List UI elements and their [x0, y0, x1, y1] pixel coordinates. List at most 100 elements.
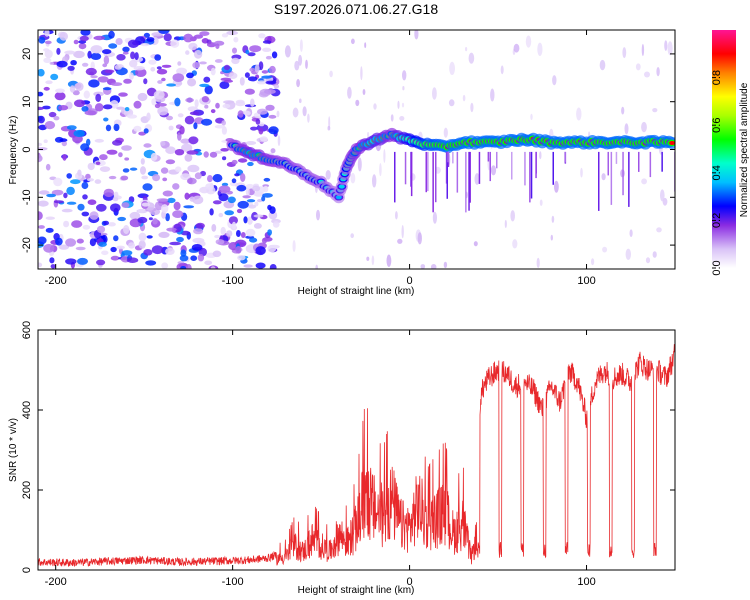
spectrogram-noise-cell	[50, 264, 56, 269]
spectrogram-noise-cell	[66, 173, 72, 179]
spectrogram-noise-cell	[250, 126, 258, 131]
colorbar-tick-label: 0.2	[711, 213, 723, 228]
spectrogram-noise-cell	[156, 68, 168, 75]
spectrogram-streak	[432, 151, 434, 213]
spectrogram-noise-cell	[137, 208, 145, 213]
spectrogram-faint-cell	[530, 113, 533, 120]
spectrogram-faint-cell	[360, 66, 363, 81]
figure-title: S197.2026.071.06.27.G18	[274, 1, 438, 17]
spectrogram-faint-cell	[629, 229, 633, 237]
spectrogram-noise-cell	[76, 238, 84, 244]
spectrogram-faint-cell	[660, 189, 665, 202]
spectrogram-noise-cell	[140, 43, 150, 47]
spectrogram-noise-cell	[105, 124, 112, 132]
spectrogram-noise-cell	[169, 241, 182, 246]
spectrogram-noise-cell	[253, 223, 262, 229]
y-tick-label: 0	[21, 146, 33, 152]
spectrogram-streak	[465, 151, 467, 213]
spectrogram-faint-cell	[591, 258, 595, 266]
spectrogram-noise-cell	[227, 196, 236, 204]
spectrogram-noise-cell	[140, 166, 146, 175]
spectrogram-noise-cell	[116, 54, 126, 61]
spectrogram-noise-cell	[237, 200, 249, 209]
spectrogram-faint-cell	[379, 163, 382, 177]
spectrogram-noise-cell	[192, 61, 201, 69]
spectrogram-noise-cell	[180, 173, 191, 181]
spectrogram-noise-cell	[112, 197, 119, 202]
spectrogram-noise-cell	[158, 30, 170, 34]
spectrogram-noise-cell	[70, 179, 81, 185]
spectrogram-noise-cell	[176, 67, 188, 76]
spectrogram-noise-cell	[143, 143, 152, 148]
spectrogram-streak	[452, 151, 454, 164]
spectrogram-noise-cell	[110, 203, 121, 212]
spectrogram-noise-cell	[177, 113, 184, 118]
spectrogram-faint-cell	[298, 54, 303, 66]
spectrogram-faint-cell	[473, 241, 478, 247]
spectrogram-noise-cell	[73, 129, 85, 138]
spectrogram-noise-cell	[99, 232, 108, 236]
spectrogram-faint-cell	[367, 132, 370, 138]
spectrogram-noise-cell	[195, 222, 205, 229]
spectrogram-noise-cell	[261, 237, 268, 244]
spectrogram-noise-cell	[245, 187, 250, 196]
spectrogram-noise-cell	[265, 55, 272, 60]
colorbar-tick-label: 0.0	[711, 260, 723, 275]
spectrogram-x-label: Height of straight line (km)	[298, 286, 415, 297]
spectrogram-noise-cell	[193, 49, 203, 59]
spectrogram-noise-cell	[38, 211, 43, 221]
spectrogram-faint-cell	[641, 121, 647, 133]
spectrogram-noise-cell	[176, 236, 184, 243]
spectrogram-faint-cell	[350, 233, 355, 239]
spectrogram-faint-cell	[355, 99, 360, 107]
spectrogram-noise-cell	[258, 33, 266, 39]
spectrogram-streak	[530, 151, 533, 199]
spectrogram-noise-cell	[104, 69, 115, 74]
spectrogram-noise-cell	[74, 99, 86, 108]
spectrogram-noise-cell	[78, 43, 87, 50]
spectrogram-noise-cell	[236, 184, 247, 192]
spectrogram-faint-cell	[316, 209, 320, 221]
spectrogram-noise-cell	[160, 167, 169, 174]
spectrogram-noise-cell	[219, 81, 230, 89]
spectrogram-noise-cell	[66, 186, 75, 196]
snr-y-ticks: 0 200 400 600	[21, 321, 675, 573]
spectrogram-noise-cell	[112, 139, 123, 146]
snr-marks	[38, 344, 675, 567]
spectrogram-noise-cell	[140, 158, 145, 165]
spectrogram-noise-cell	[172, 183, 180, 190]
spectrogram-streak	[425, 151, 427, 193]
spectrogram-noise-cell	[106, 149, 118, 155]
spectrogram-noise-cell	[271, 51, 278, 59]
spectrogram-faint-cell	[315, 264, 318, 269]
spectrogram-noise-cell	[121, 145, 132, 151]
spectrogram-noise-cell	[88, 79, 100, 88]
spectrogram-noise-cell	[247, 52, 256, 57]
spectrogram-noise-cell	[75, 246, 86, 251]
spectrogram-noise-cell	[215, 102, 220, 109]
spectrogram-faint-cell	[554, 180, 559, 193]
spectrogram-noise-cell	[90, 75, 98, 79]
spectrogram-noise-cell	[143, 32, 150, 38]
spectrogram-noise-cell	[197, 254, 205, 262]
spectrogram-faint-cell	[664, 40, 668, 51]
spectrogram-streak	[468, 151, 470, 211]
spectrogram-noise-cell	[189, 111, 200, 116]
spectrogram-noise-cell	[129, 59, 138, 68]
spectrogram-noise-cell	[95, 161, 101, 165]
spectrogram-faint-cell	[307, 113, 310, 123]
spectrogram-noise-cell	[94, 179, 102, 184]
spectrogram-noise-cell	[99, 166, 111, 173]
spectrogram-noise-cell	[110, 82, 123, 86]
spectrogram-faint-cell	[347, 86, 352, 99]
spectrogram-faint-cell	[325, 170, 331, 180]
x-tick-label: 0	[407, 275, 413, 287]
spectrogram-noise-cell	[174, 149, 185, 156]
spectrogram-noise-cell	[265, 104, 275, 111]
spectrogram-noise-cell	[218, 212, 224, 218]
spectrogram-noise-cell	[173, 201, 181, 211]
spectrogram-noise-cell	[110, 255, 120, 261]
snr-y-label: SNR (10 * v/v)	[8, 418, 19, 482]
spectrogram-noise-cell	[184, 153, 193, 162]
spectrogram-noise-cell	[257, 199, 263, 203]
